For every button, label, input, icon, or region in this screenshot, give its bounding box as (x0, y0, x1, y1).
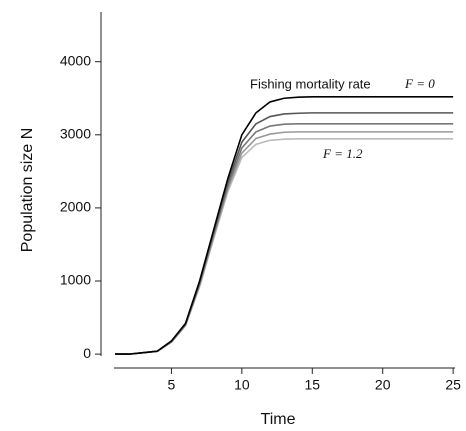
x-tick-label: 15 (304, 377, 320, 393)
annotation: F = 1.2 (322, 146, 363, 161)
y-tick-label: 4000 (60, 52, 91, 68)
y-tick-label: 0 (83, 345, 91, 361)
x-tick-label: 10 (234, 377, 250, 393)
line-series (115, 131, 454, 355)
x-tick-label: 25 (445, 377, 461, 393)
x-tick-label: 20 (375, 377, 391, 393)
x-tick-label: 5 (168, 377, 176, 393)
line-series (115, 112, 454, 355)
line-series (115, 95, 454, 355)
y-tick-label: 2000 (60, 199, 91, 215)
line-series (115, 123, 454, 355)
line-series (115, 138, 454, 355)
annotation: Fishing mortality rate (250, 76, 371, 91)
y-tick-label: 1000 (60, 272, 91, 288)
annotation: F = 0 (404, 76, 435, 91)
x-axis-label: Time (261, 411, 296, 428)
y-axis-label: Population size N (19, 128, 36, 253)
y-tick-label: 3000 (60, 126, 91, 142)
